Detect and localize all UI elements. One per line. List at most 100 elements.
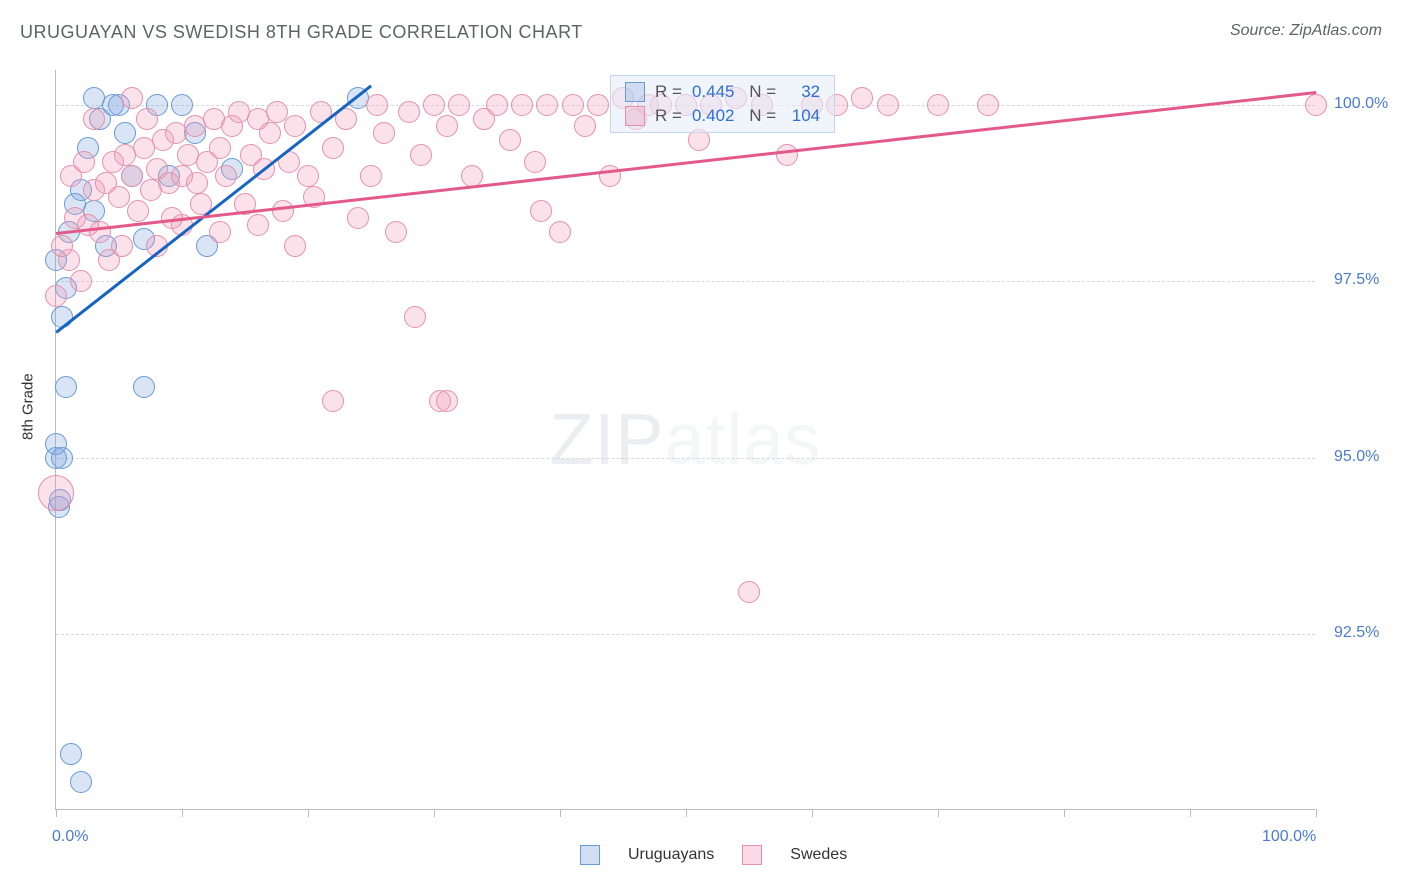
- scatter-point: [486, 94, 508, 116]
- scatter-point: [373, 122, 395, 144]
- scatter-point: [977, 94, 999, 116]
- scatter-point: [215, 165, 237, 187]
- scatter-point: [60, 743, 82, 765]
- scatter-point: [322, 137, 344, 159]
- scatter-point: [266, 101, 288, 123]
- scatter-point: [247, 214, 269, 236]
- scatter-point: [404, 306, 426, 328]
- scatter-point: [524, 151, 546, 173]
- scatter-point: [111, 235, 133, 257]
- stats-r-label: R =: [655, 82, 682, 102]
- scatter-point: [284, 115, 306, 137]
- scatter-point: [436, 115, 458, 137]
- stats-n-value: 32: [786, 82, 820, 102]
- scatter-point: [51, 447, 73, 469]
- legend-swatch-swedes: [742, 845, 762, 865]
- plot-area: ZIPatlas 92.5%95.0%97.5%100.0%0.0%100.0%: [55, 70, 1315, 810]
- scatter-point: [133, 376, 155, 398]
- scatter-point: [70, 771, 92, 793]
- stats-r-value: 0.402: [692, 106, 735, 126]
- scatter-point: [322, 390, 344, 412]
- y-tick-label: 95.0%: [1334, 448, 1379, 466]
- scatter-point: [259, 122, 281, 144]
- legend-swatch-uruguayans: [580, 845, 600, 865]
- scatter-point: [398, 101, 420, 123]
- scatter-point: [366, 94, 388, 116]
- grid-line-h: [56, 458, 1315, 459]
- watermark-part1: ZIP: [549, 400, 664, 480]
- x-tick-label: 100.0%: [1262, 828, 1316, 846]
- scatter-point: [121, 87, 143, 109]
- x-tick: [434, 809, 435, 817]
- scatter-point: [45, 285, 67, 307]
- scatter-point: [562, 94, 584, 116]
- source-label: Source: ZipAtlas.com: [1230, 22, 1382, 40]
- scatter-point: [297, 165, 319, 187]
- scatter-point: [461, 165, 483, 187]
- watermark-part2: atlas: [664, 400, 821, 480]
- y-axis-label: 8th Grade: [20, 373, 37, 440]
- scatter-point: [55, 376, 77, 398]
- x-tick: [1316, 809, 1317, 817]
- scatter-point: [347, 207, 369, 229]
- stats-r-label: R =: [655, 106, 682, 126]
- legend-label-uruguayans: Uruguayans: [628, 846, 714, 864]
- stats-swatch: [625, 82, 645, 102]
- scatter-point: [410, 144, 432, 166]
- x-tick: [56, 809, 57, 817]
- y-tick-label: 100.0%: [1334, 95, 1388, 113]
- scatter-point: [83, 87, 105, 109]
- scatter-point: [385, 221, 407, 243]
- chart-legend: Uruguayans Swedes: [580, 845, 847, 865]
- x-tick: [182, 809, 183, 817]
- scatter-point: [738, 581, 760, 603]
- scatter-point: [73, 151, 95, 173]
- stats-n-label: N =: [744, 82, 776, 102]
- scatter-point: [51, 235, 73, 257]
- scatter-point: [171, 94, 193, 116]
- scatter-point: [83, 108, 105, 130]
- x-tick: [686, 809, 687, 817]
- scatter-point: [108, 186, 130, 208]
- scatter-point: [877, 94, 899, 116]
- scatter-point: [851, 87, 873, 109]
- stats-n-label: N =: [744, 106, 776, 126]
- stats-box: R = 0.445 N = 32 R = 0.402 N = 104: [610, 75, 835, 133]
- scatter-point: [272, 200, 294, 222]
- scatter-point: [209, 221, 231, 243]
- scatter-point: [574, 115, 596, 137]
- x-tick: [1190, 809, 1191, 817]
- scatter-point: [136, 108, 158, 130]
- scatter-point: [1305, 94, 1327, 116]
- chart-title: URUGUAYAN VS SWEDISH 8TH GRADE CORRELATI…: [20, 22, 583, 43]
- scatter-point: [423, 94, 445, 116]
- scatter-point: [599, 165, 621, 187]
- x-tick: [1064, 809, 1065, 817]
- x-tick-label: 0.0%: [52, 828, 88, 846]
- grid-line-h: [56, 634, 1315, 635]
- x-tick: [308, 809, 309, 817]
- x-tick: [938, 809, 939, 817]
- scatter-point: [436, 390, 458, 412]
- y-tick-label: 97.5%: [1334, 271, 1379, 289]
- watermark: ZIPatlas: [549, 399, 821, 481]
- scatter-point: [530, 200, 552, 222]
- y-tick-label: 92.5%: [1334, 624, 1379, 642]
- stats-swatch: [625, 106, 645, 126]
- scatter-point: [89, 221, 111, 243]
- stats-row: R = 0.445 N = 32: [625, 82, 820, 102]
- scatter-point: [121, 165, 143, 187]
- stats-r-value: 0.445: [692, 82, 735, 102]
- scatter-point: [448, 94, 470, 116]
- scatter-point: [499, 129, 521, 151]
- stats-n-value: 104: [786, 106, 820, 126]
- scatter-point: [776, 144, 798, 166]
- scatter-point: [511, 94, 533, 116]
- scatter-point: [360, 165, 382, 187]
- legend-label-swedes: Swedes: [790, 846, 847, 864]
- scatter-point: [209, 137, 231, 159]
- scatter-point: [536, 94, 558, 116]
- stats-row: R = 0.402 N = 104: [625, 106, 820, 126]
- scatter-point: [549, 221, 571, 243]
- grid-line-h: [56, 281, 1315, 282]
